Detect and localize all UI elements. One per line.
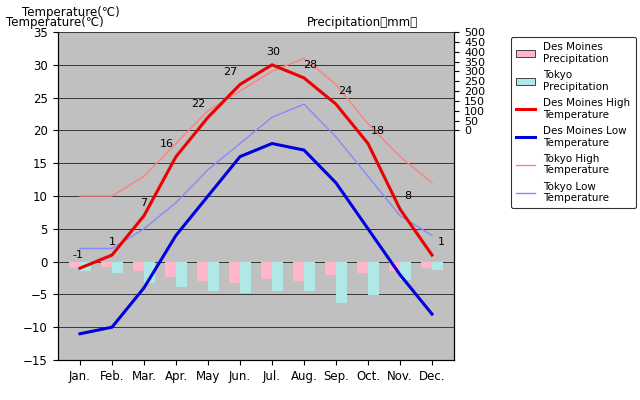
Bar	[80, 262, 92, 272]
Text: 7: 7	[140, 198, 148, 208]
Bar	[176, 262, 187, 287]
Text: 16: 16	[159, 139, 173, 149]
Bar	[293, 262, 304, 281]
Text: 27: 27	[223, 67, 237, 77]
Text: -1: -1	[73, 250, 84, 260]
Bar	[240, 262, 251, 293]
Bar	[421, 262, 432, 268]
Bar	[325, 262, 336, 275]
Text: 8: 8	[404, 191, 412, 201]
Bar	[261, 262, 272, 279]
Bar	[336, 262, 347, 303]
Text: 1: 1	[438, 237, 445, 247]
Bar	[144, 262, 155, 283]
Bar	[272, 262, 283, 291]
Bar	[112, 262, 123, 274]
Bar	[432, 262, 443, 270]
Bar	[388, 262, 400, 272]
Bar	[304, 262, 315, 291]
Text: 18: 18	[371, 126, 385, 136]
Text: 30: 30	[267, 47, 280, 57]
Text: 28: 28	[303, 60, 317, 70]
Text: 22: 22	[191, 100, 205, 110]
Bar	[69, 262, 80, 268]
Bar	[357, 262, 368, 274]
Text: Precipitation（mm）: Precipitation（mm）	[307, 16, 419, 29]
Bar	[197, 262, 208, 281]
Text: Temperature(℃): Temperature(℃)	[22, 6, 120, 19]
Bar	[229, 262, 240, 283]
Bar	[368, 262, 379, 295]
Bar	[101, 262, 112, 267]
Text: 1: 1	[109, 237, 115, 247]
Text: Temperature(℃): Temperature(℃)	[6, 16, 104, 29]
Legend: Des Moines
Precipitation, Tokyo
Precipitation, Des Moines High
Temperature, Des : Des Moines Precipitation, Tokyo Precipit…	[511, 37, 636, 208]
Bar	[400, 262, 412, 280]
Bar	[133, 262, 144, 272]
Bar	[165, 262, 176, 277]
Text: 24: 24	[339, 86, 353, 96]
Bar	[208, 262, 219, 291]
